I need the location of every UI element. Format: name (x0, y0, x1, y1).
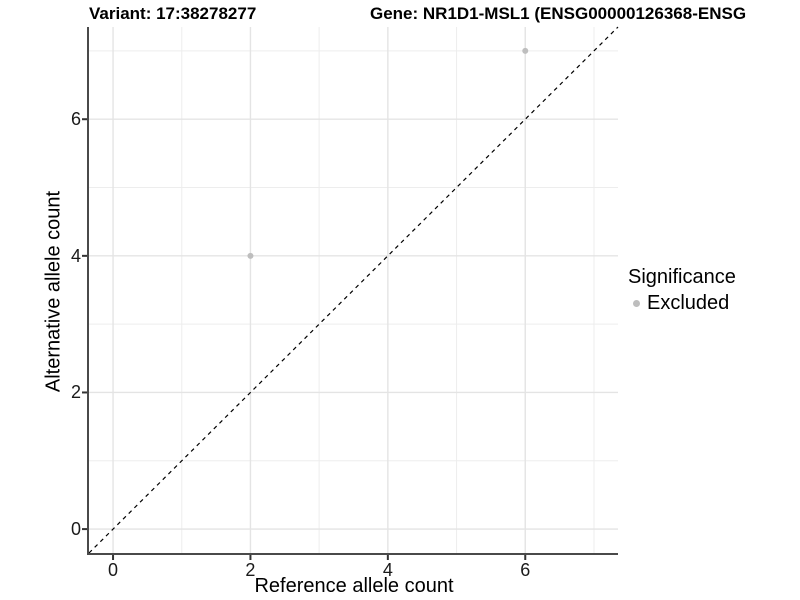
y-tick-label: 4 (70, 245, 81, 266)
x-axis-title-wrap: Reference allele count (0, 575, 708, 598)
x-tick-label: 2 (245, 560, 256, 580)
gene-title: Gene: NR1D1-MSL1 (ENSG00000126368-ENSG (370, 4, 747, 23)
data-point (247, 252, 254, 259)
identity-dashed-line (88, 26, 619, 554)
legend-item-excluded: Excluded (628, 292, 736, 315)
legend-item-label: Excluded (647, 292, 730, 314)
excluded-point-icon (633, 300, 640, 307)
data-point (522, 47, 529, 54)
legend-title: Significance (628, 266, 736, 288)
x-axis-title: Reference allele count (254, 575, 454, 597)
y-tick-label: 0 (70, 519, 81, 540)
y-tick-label: 6 (70, 109, 81, 130)
legend: Significance Excluded (628, 266, 736, 315)
y-tick-label: 2 (70, 382, 81, 403)
x-tick-label: 6 (520, 560, 531, 580)
x-tick-label: 4 (382, 560, 393, 580)
variant-title: Variant: 17:38278277 (89, 4, 257, 23)
y-axis-title: Alternative allele count (42, 190, 65, 393)
x-tick-label: 0 (108, 560, 119, 580)
